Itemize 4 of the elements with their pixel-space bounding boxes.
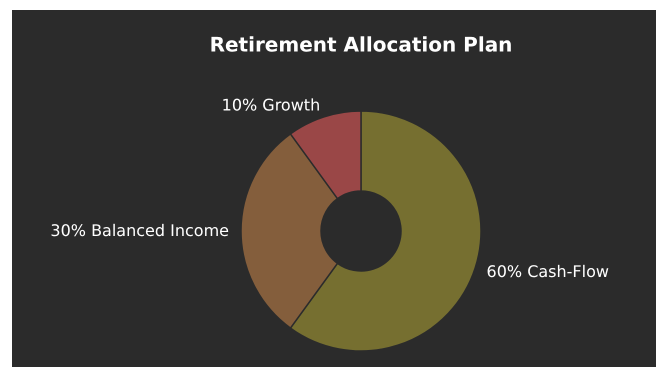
slice-label: 30% Balanced Income [50, 221, 229, 240]
slice-label: 60% Cash-Flow [486, 262, 609, 281]
slice-label: 10% Growth [222, 95, 320, 114]
chart-title: Retirement Allocation Plan [210, 32, 512, 56]
